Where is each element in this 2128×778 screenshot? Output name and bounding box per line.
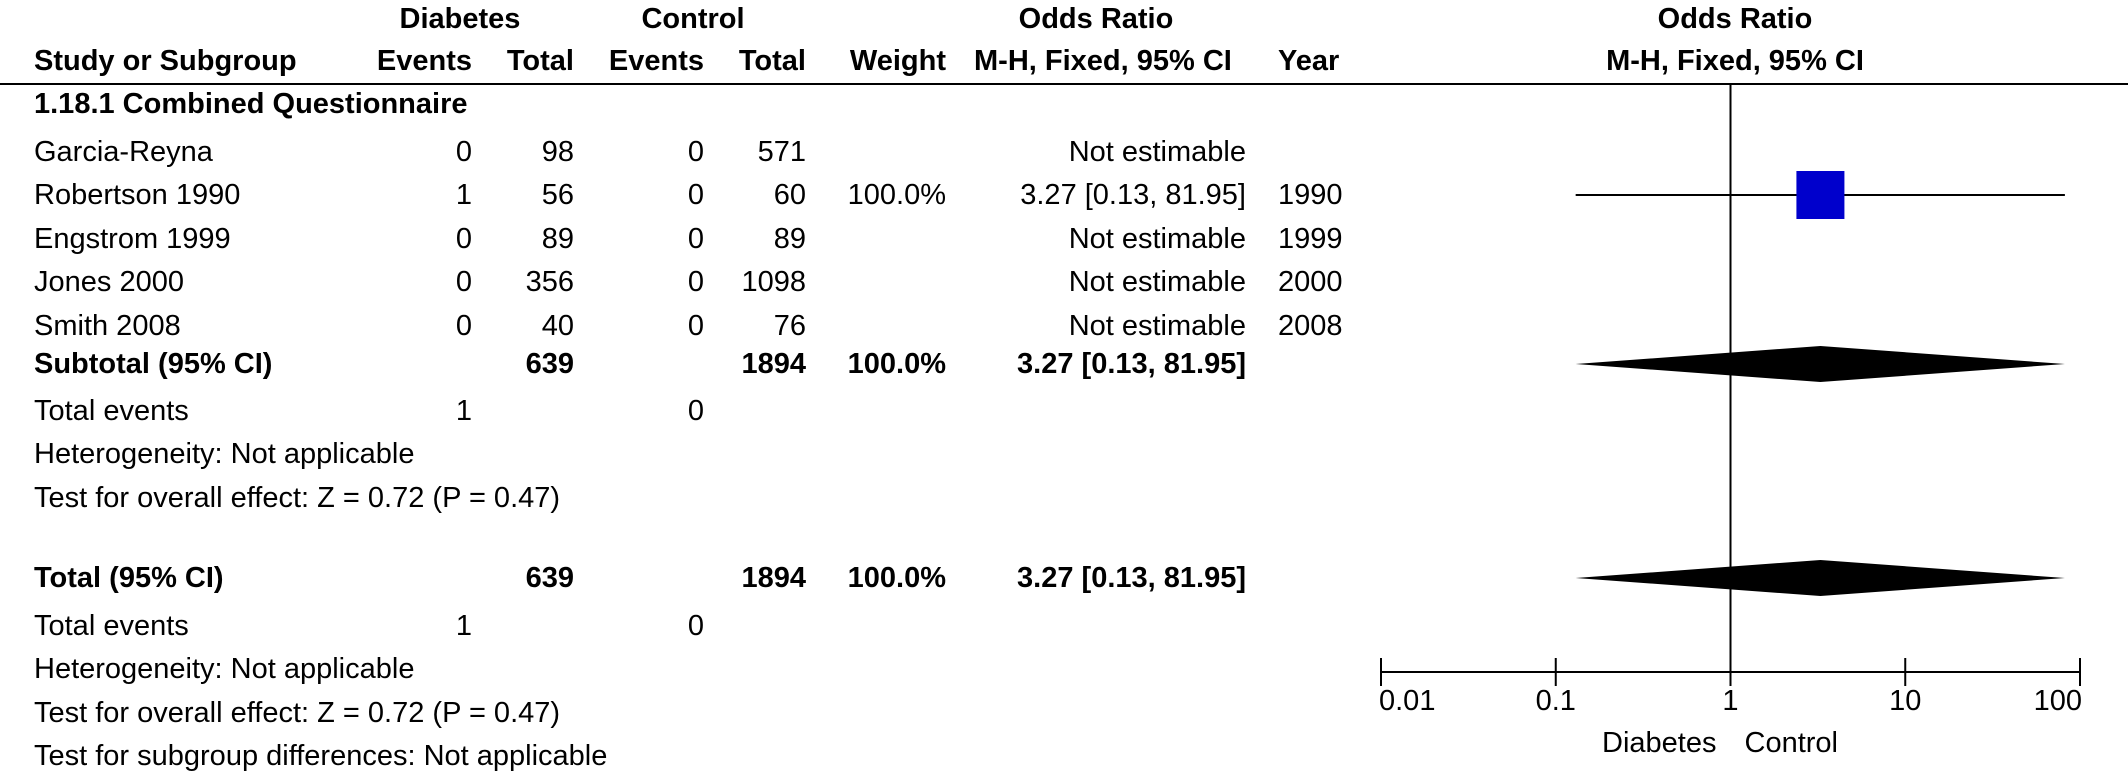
col-or-header: M-H, Fixed, 95% CI [974, 45, 1232, 77]
study-total1: 40 [541, 310, 574, 342]
col-events2-header: Events [608, 45, 704, 77]
study-marker [1796, 171, 1845, 219]
study-total2: 1098 [741, 266, 806, 298]
col-year-header: Year [1278, 45, 1340, 77]
study-name: Garcia-Reyna [34, 136, 213, 168]
subgroup-title: 1.18.1 Combined Questionnaire [34, 88, 468, 120]
subtotal-or: 3.27 [0.13, 81.95] [1017, 348, 1246, 380]
study-events1: 0 [455, 223, 472, 255]
study-year: 1990 [1278, 179, 1343, 211]
favours-left-label: Diabetes [1602, 727, 1716, 759]
total-total2: 1894 [741, 562, 806, 594]
total-events1: 1 [455, 610, 472, 642]
total-heterogeneity: Heterogeneity: Not applicable [34, 653, 415, 685]
subtotal-total1: 639 [525, 348, 574, 380]
x-tick-label: 0.01 [1379, 685, 1435, 717]
study-or: 3.27 [0.13, 81.95] [1020, 179, 1246, 211]
study-total2: 571 [757, 136, 806, 168]
subgroup-heterogeneity: Heterogeneity: Not applicable [34, 438, 415, 470]
odds-ratio-header: Odds Ratio [1018, 3, 1174, 35]
header-rule [0, 83, 2128, 85]
study-events2: 0 [687, 266, 704, 298]
col-total2-header: Total [738, 45, 806, 77]
group1-header: Diabetes [399, 3, 521, 35]
study-or: Not estimable [1068, 310, 1246, 342]
study-or: Not estimable [1068, 266, 1246, 298]
subgroup-overall-effect: Test for overall effect: Z = 0.72 (P = 0… [34, 482, 561, 514]
subtotal-weight: 100.0% [847, 348, 946, 380]
group2-header: Control [641, 3, 745, 35]
study-year: 2008 [1278, 310, 1343, 342]
subtotal-total2: 1894 [741, 348, 806, 380]
favours-right-label: Control [1745, 727, 1839, 759]
total-or: 3.27 [0.13, 81.95] [1017, 562, 1246, 594]
study-total1: 89 [541, 223, 574, 255]
study-name: Smith 2008 [34, 310, 181, 342]
plot-subtitle: M-H, Fixed, 95% CI [1606, 45, 1864, 77]
x-tick-label: 0.1 [1536, 685, 1576, 717]
pooled-diamond [1575, 346, 2065, 382]
total-label: Total (95% CI) [34, 562, 224, 594]
study-name: Engstrom 1999 [34, 223, 231, 255]
study-events2: 0 [687, 136, 704, 168]
study-or: Not estimable [1068, 136, 1246, 168]
total-events2: 0 [687, 395, 704, 427]
study-name: Jones 2000 [34, 266, 184, 298]
total-events-label: Total events [34, 395, 189, 427]
col-events1-header: Events [376, 45, 472, 77]
x-tick-label: 100 [2034, 685, 2082, 717]
col-total1-header: Total [506, 45, 574, 77]
subgroup-differences: Test for subgroup differences: Not appli… [34, 740, 608, 772]
study-year: 1999 [1278, 223, 1343, 255]
study-events1: 0 [455, 310, 472, 342]
study-weight: 100.0% [847, 179, 946, 211]
study-total2: 89 [773, 223, 806, 255]
total-events1: 1 [455, 395, 472, 427]
study-events2: 0 [687, 223, 704, 255]
study-or: Not estimable [1068, 223, 1246, 255]
total-overall-effect: Test for overall effect: Z = 0.72 (P = 0… [34, 697, 561, 729]
total-events2: 0 [687, 610, 704, 642]
study-events2: 0 [687, 179, 704, 211]
study-year: 2000 [1278, 266, 1343, 298]
col-study-header: Study or Subgroup [34, 45, 297, 77]
x-tick-label: 1 [1722, 685, 1738, 717]
study-total2: 60 [773, 179, 806, 211]
study-events2: 0 [687, 310, 704, 342]
col-weight-header: Weight [849, 45, 946, 77]
study-total1: 56 [541, 179, 574, 211]
subtotal-label: Subtotal (95% CI) [34, 348, 273, 380]
study-total1: 98 [541, 136, 574, 168]
total-total1: 639 [525, 562, 574, 594]
study-total2: 76 [773, 310, 806, 342]
study-total1: 356 [525, 266, 574, 298]
x-tick-label: 10 [1889, 685, 1921, 717]
plot-title: Odds Ratio [1657, 3, 1813, 35]
study-events1: 0 [455, 266, 472, 298]
total-weight: 100.0% [847, 562, 946, 594]
study-events1: 1 [455, 179, 472, 211]
total-events-label: Total events [34, 610, 189, 642]
study-name: Robertson 1990 [34, 179, 241, 211]
pooled-diamond [1575, 560, 2065, 596]
study-events1: 0 [455, 136, 472, 168]
